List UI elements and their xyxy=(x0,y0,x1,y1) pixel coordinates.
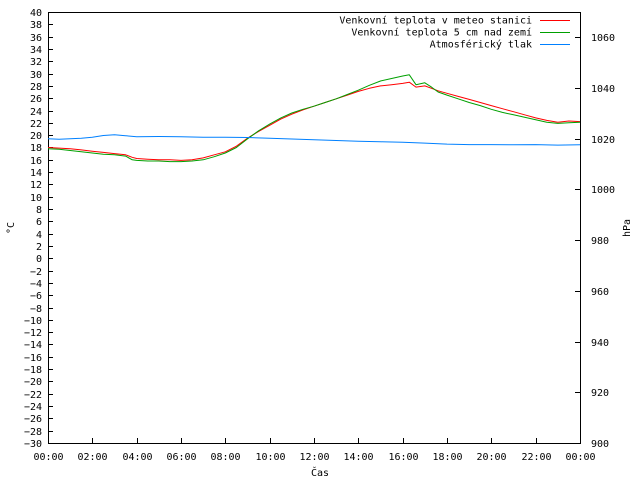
series-layer xyxy=(47,74,581,163)
y-tick-label: 32 xyxy=(30,57,42,68)
y-tick-label: 28 xyxy=(30,82,42,93)
y-tick-label: 2 xyxy=(36,242,42,253)
y-tick-label: −12 xyxy=(24,328,42,339)
y-tick-label: 10 xyxy=(30,193,42,204)
legend-label-1: Venkovní teplota v meteo stanici xyxy=(339,15,532,27)
right-y-axis: 900 920 940 960 980 1000 1020 1040 1060 xyxy=(575,33,615,450)
left-y-axis-title: °C xyxy=(6,222,17,234)
x-tick-label: 06:00 xyxy=(166,452,196,463)
y-tick-label: −28 xyxy=(24,427,42,438)
x-tick-label: 16:00 xyxy=(388,452,418,463)
series-line-2 xyxy=(47,74,581,163)
y-tick-label: 18 xyxy=(30,143,42,154)
legend-label-2: Venkovní teplota 5 cm nad zemí xyxy=(351,27,532,39)
y-tick-label: −24 xyxy=(24,402,42,413)
y2-tick-label: 980 xyxy=(591,236,609,247)
y-tick-label: 0 xyxy=(36,254,42,265)
y2-tick-label: 920 xyxy=(591,388,609,399)
x-tick-label: 22:00 xyxy=(521,452,551,463)
series-line-3 xyxy=(47,134,581,146)
y-tick-label: 24 xyxy=(30,107,42,118)
y-tick-label: 12 xyxy=(30,180,42,191)
legend: Venkovní teplota v meteo staniciVenkovní… xyxy=(339,15,570,51)
y2-tick-label: 940 xyxy=(591,338,609,349)
x-tick-label: 08:00 xyxy=(210,452,240,463)
y2-tick-label: 960 xyxy=(591,287,609,298)
x-tick-label: 10:00 xyxy=(255,452,285,463)
y-tick-label: 22 xyxy=(30,119,42,130)
right-y-axis-title: hPa xyxy=(622,219,633,237)
y-tick-label: 26 xyxy=(30,94,42,105)
y2-tick-label: 1020 xyxy=(591,135,615,146)
x-tick-label: 12:00 xyxy=(299,452,329,463)
y-tick-label: 34 xyxy=(30,45,42,56)
y-tick-label: −8 xyxy=(30,304,42,315)
y-tick-label: 6 xyxy=(36,217,42,228)
y-tick-label: −14 xyxy=(24,340,42,351)
y-tick-label: 14 xyxy=(30,168,42,179)
y-tick-label: 36 xyxy=(30,33,42,44)
y-tick-label: −6 xyxy=(30,291,42,302)
y2-tick-label: 900 xyxy=(591,439,609,450)
y-tick-label: −10 xyxy=(24,316,42,327)
y-tick-label: 16 xyxy=(30,156,42,167)
y-tick-label: −30 xyxy=(24,439,42,450)
x-tick-label: 00:00 xyxy=(33,452,63,463)
y-tick-label: −4 xyxy=(30,279,42,290)
y-tick-label: −22 xyxy=(24,390,42,401)
legend-label-3: Atmosférický tlak xyxy=(430,39,532,51)
y-tick-label: −20 xyxy=(24,377,42,388)
x-tick-label: 00:00 xyxy=(565,452,595,463)
y2-tick-label: 1000 xyxy=(591,185,615,196)
y-tick-label: −26 xyxy=(24,414,42,425)
plot-frame xyxy=(48,12,581,444)
y-tick-label: −18 xyxy=(24,365,42,376)
x-tick-label: 20:00 xyxy=(476,452,506,463)
x-axis-title: Čas xyxy=(311,466,329,479)
y2-tick-label: 1060 xyxy=(591,33,615,44)
y2-tick-label: 1040 xyxy=(591,84,615,95)
y-tick-label: 8 xyxy=(36,205,42,216)
x-tick-label: 04:00 xyxy=(122,452,152,463)
y-tick-label: 38 xyxy=(30,20,42,31)
left-y-axis: −30−28−26−24−22−20−18−16−14−12−10−8−6−4−… xyxy=(24,8,53,450)
x-tick-label: 14:00 xyxy=(343,452,373,463)
y-tick-label: 40 xyxy=(30,8,42,19)
x-tick-label: 02:00 xyxy=(77,452,107,463)
y-tick-label: 4 xyxy=(36,230,42,241)
x-axis: 00:00 02:00 04:00 06:00 08:00 10:00 12:00 14:00… xyxy=(33,438,596,463)
x-tick-label: 18:00 xyxy=(432,452,462,463)
y-tick-label: −16 xyxy=(24,353,42,364)
y-tick-label: 20 xyxy=(30,131,42,142)
y-tick-label: −2 xyxy=(30,267,42,278)
y-tick-label: 30 xyxy=(30,70,42,81)
